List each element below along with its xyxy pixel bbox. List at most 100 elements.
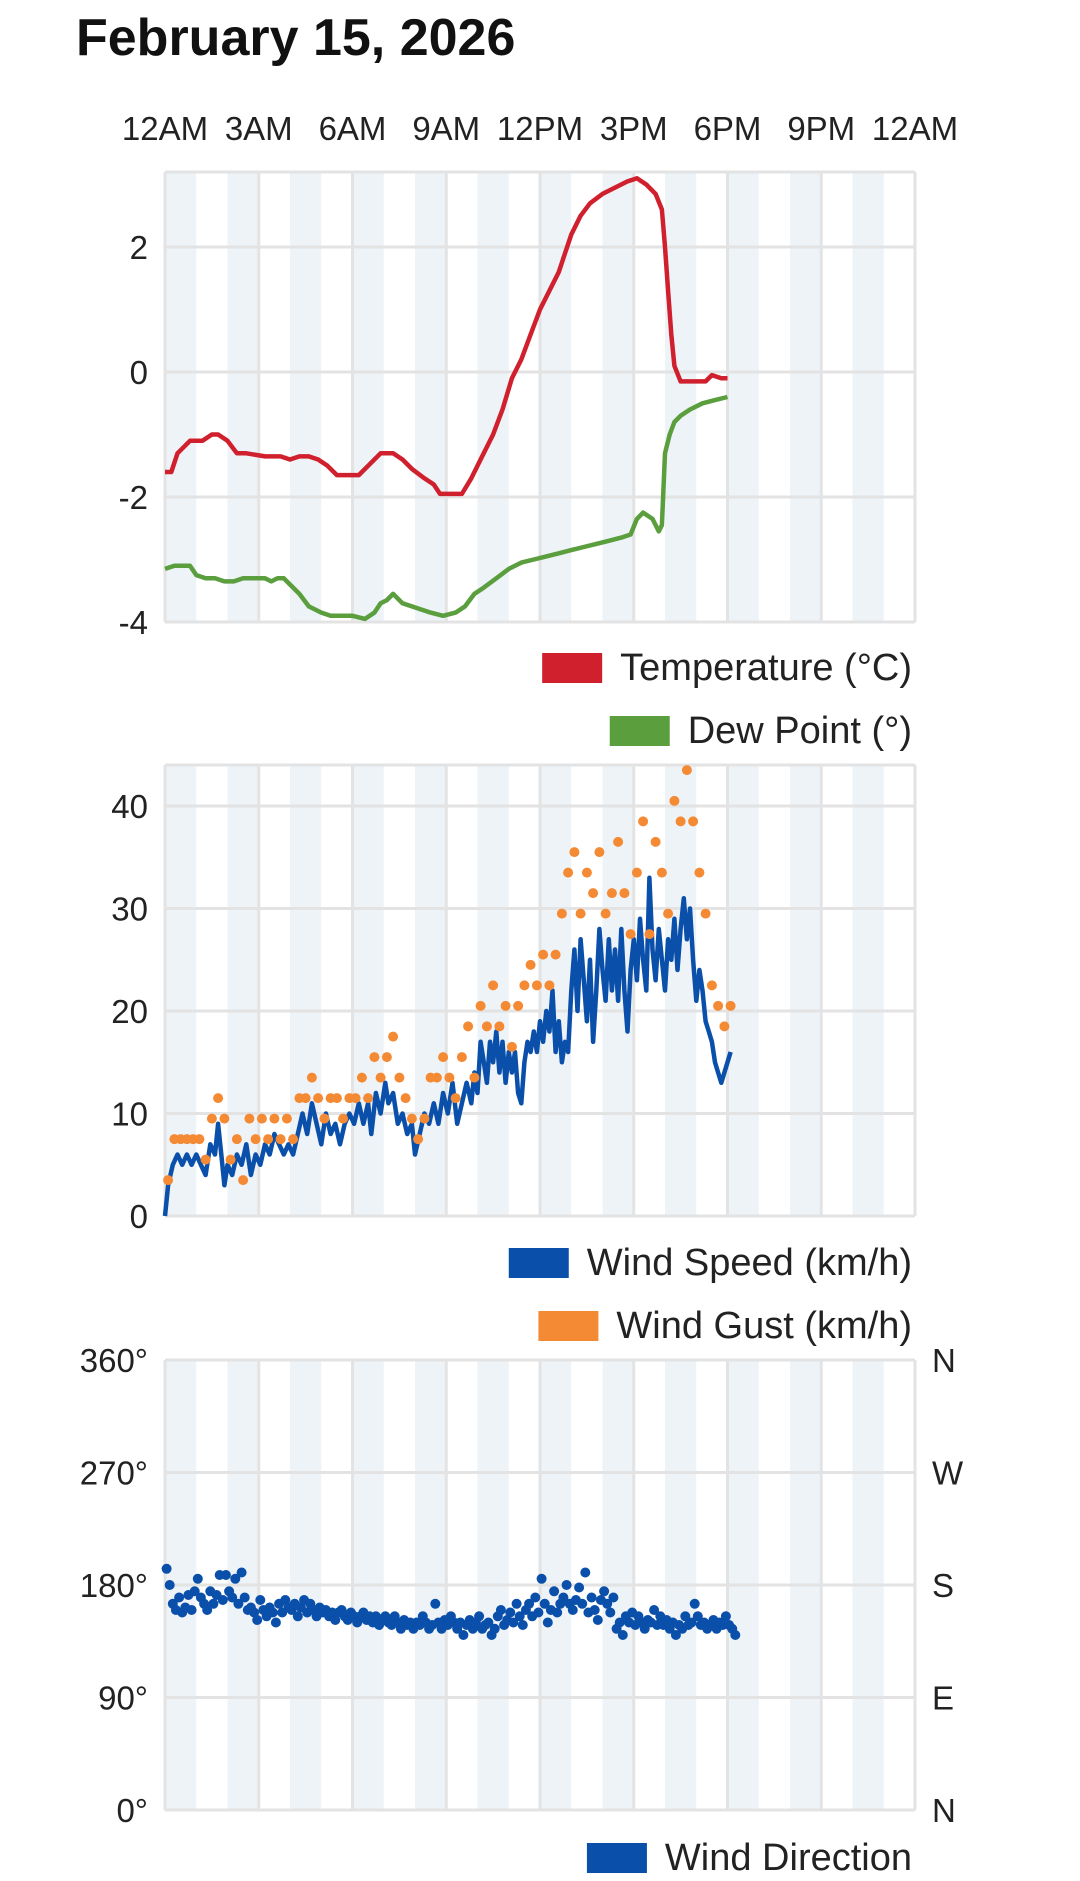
- legend-swatch-0: [542, 653, 603, 683]
- compass-tick-label: W: [932, 1455, 964, 1492]
- wind-direction-point: [605, 1607, 616, 1618]
- hour-band: [665, 172, 697, 622]
- hour-band: [165, 172, 197, 622]
- wind-gust-point: [313, 1093, 324, 1104]
- wind-gust-point: [450, 1093, 461, 1104]
- wind-gust-point: [725, 1000, 736, 1011]
- wind-gust-point: [381, 1052, 392, 1063]
- wind-gust-point: [238, 1175, 249, 1186]
- hour-band: [852, 172, 884, 622]
- wind-gust-point: [706, 980, 717, 991]
- compass-tick-label: N: [932, 1792, 956, 1829]
- wind-direction-point: [489, 1623, 500, 1634]
- legend-swatch-0: [508, 1248, 569, 1278]
- wind-gust-point: [644, 929, 655, 940]
- wind-direction-point: [577, 1598, 588, 1609]
- wind-direction-point: [720, 1611, 731, 1622]
- time-label-6am: 6AM: [319, 110, 387, 147]
- y-tick-label: 0°: [116, 1792, 148, 1829]
- wind-direction-point: [649, 1605, 660, 1615]
- compass-tick-label: S: [932, 1567, 954, 1604]
- wind-speed-chart: 0 10 20 30 40 Wind Speed (km/h) Wind Gust (km/…: [111, 763, 917, 1347]
- wind-gust-point: [656, 867, 667, 878]
- legend-label-0: Wind Speed (km/h): [587, 1242, 912, 1284]
- wind-gust-point: [244, 1113, 255, 1124]
- wind-direction-point: [689, 1598, 700, 1609]
- wind-gust-point: [456, 1052, 467, 1063]
- wind-gust-point: [444, 1072, 455, 1083]
- wind-gust-point: [206, 1113, 217, 1124]
- wind-direction-point: [574, 1582, 585, 1593]
- y-tick-label: -2: [119, 479, 148, 516]
- wind-gust-point: [288, 1134, 299, 1145]
- wind-gust-point: [650, 836, 661, 847]
- wind-direction-point: [730, 1630, 741, 1640]
- wind-gust-point: [638, 816, 649, 827]
- hour-band: [665, 765, 697, 1216]
- dew-point-line: [164, 394, 729, 622]
- wind-gust-point: [556, 908, 567, 919]
- temperature-line: [165, 176, 728, 497]
- wind-direction-point: [267, 1607, 278, 1618]
- wind-gust-point: [213, 1093, 224, 1104]
- wind-gust-point: [281, 1113, 292, 1124]
- wind-direction-point: [292, 1611, 303, 1622]
- wind-gust-point: [506, 1041, 517, 1052]
- legend-swatch-1: [538, 1311, 599, 1341]
- legend-label-1: Wind Gust (km/h): [616, 1305, 912, 1347]
- wind-gust-point: [331, 1093, 342, 1104]
- y-tick-label: 30: [111, 891, 148, 928]
- time-label-12pm: 12PM: [497, 110, 583, 147]
- wind-direction-point: [692, 1611, 703, 1622]
- wind-gust-point: [194, 1134, 205, 1145]
- wind-gust-point: [350, 1093, 361, 1104]
- wind-gust-point: [225, 1154, 236, 1165]
- wind-direction-point: [186, 1605, 197, 1615]
- legend-label-1: Dew Point (°): [688, 710, 912, 752]
- wind-direction-point: [252, 1615, 263, 1625]
- wind-gust-point: [600, 908, 611, 919]
- wind-direction-point: [524, 1598, 535, 1609]
- wind-gust-point: [463, 1021, 474, 1032]
- wind-gust-point: [694, 867, 705, 878]
- wind-direction-point: [536, 1573, 547, 1584]
- wind-direction-point: [670, 1630, 681, 1640]
- wind-direction-point: [236, 1567, 247, 1578]
- wind-gust-point: [306, 1072, 317, 1083]
- y-tick-label: 10: [111, 1096, 148, 1133]
- wind-direction-point: [602, 1598, 613, 1609]
- compass-tick-label: E: [932, 1680, 954, 1717]
- wind-gust-point: [538, 949, 549, 960]
- wind-direction-point: [233, 1598, 244, 1609]
- wind-direction-point: [280, 1595, 291, 1605]
- wind-direction-point: [517, 1620, 528, 1630]
- wind-gust-point: [688, 816, 699, 827]
- wind-direction-point: [174, 1592, 185, 1603]
- wind-gust-point: [631, 867, 642, 878]
- time-label-3pm: 3PM: [600, 110, 668, 147]
- wind-gust-point: [575, 908, 586, 919]
- y-tick-label: 40: [111, 788, 148, 825]
- compass-tick-label: N: [932, 1342, 956, 1379]
- wind-direction-point: [514, 1611, 525, 1622]
- wind-direction-point: [230, 1573, 241, 1584]
- wind-direction-point: [608, 1592, 619, 1603]
- wind-gust-point: [719, 1021, 730, 1032]
- y-tick-label: 20: [111, 993, 148, 1030]
- time-axis-labels: 12AM 3AM 6AM 9AM 12PM 3PM 6PM 9PM 12AM: [122, 110, 958, 147]
- wind-gust-point: [363, 1093, 374, 1104]
- wind-direction-point: [430, 1598, 441, 1609]
- hour-band: [352, 765, 384, 1216]
- wind-direction-point: [255, 1595, 266, 1605]
- wind-direction-point: [686, 1617, 697, 1628]
- wind-direction-point: [161, 1563, 172, 1574]
- time-label-9pm: 9PM: [787, 110, 855, 147]
- wind-direction-point: [586, 1592, 597, 1603]
- hour-band: [415, 765, 447, 1216]
- wind-gust-point: [700, 908, 711, 919]
- wind-gust-point: [713, 1000, 724, 1011]
- wind-gust-point: [263, 1134, 274, 1145]
- wind-gust-point: [669, 795, 680, 806]
- hour-band: [290, 172, 322, 622]
- wind-gust-point: [513, 1000, 524, 1011]
